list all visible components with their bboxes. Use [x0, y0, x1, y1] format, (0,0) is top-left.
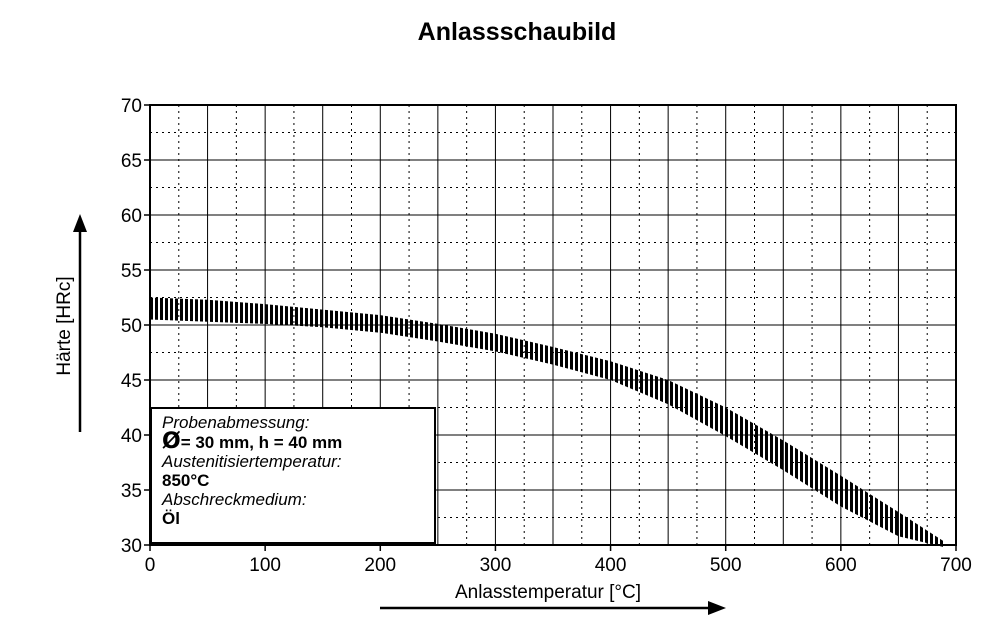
specimen-dimension-label: Probenabmessung: [162, 413, 310, 432]
x-axis-label: Anlasstemperatur [°C] [455, 582, 641, 603]
y-tick-label: 35 [121, 481, 142, 502]
y-axis-arrow-head [73, 214, 87, 232]
y-tick-label: 50 [121, 316, 142, 337]
quench-medium-label: Abschreckmedium: [162, 490, 307, 509]
x-tick-label: 500 [710, 555, 742, 576]
x-tick-label: 300 [480, 555, 512, 576]
quench-medium-value: Öl [162, 509, 180, 528]
x-tick-label: 100 [249, 555, 281, 576]
y-tick-label: 40 [121, 426, 142, 447]
axes [149, 104, 957, 546]
x-tick-label: 200 [364, 555, 396, 576]
specimen-info-box: Probenabmessung: Ø= 30 mm, h = 40 mm Aus… [150, 407, 436, 544]
x-tick-label: 600 [825, 555, 857, 576]
y-tick-label: 65 [121, 151, 142, 172]
y-tick-label: 70 [121, 96, 142, 117]
x-tick-label: 400 [595, 555, 627, 576]
austenitizing-label: Austenitisiertemperatur: [162, 452, 342, 471]
diameter-symbol: Ø [162, 429, 181, 454]
specimen-dimension-text: = 30 mm, h = 40 mm [180, 433, 343, 452]
y-tick-label: 45 [121, 371, 142, 392]
specimen-dimension-value: Ø= 30 mm, h = 40 mm [162, 429, 434, 454]
x-tick-label: 0 [145, 555, 156, 576]
x-axis-arrow-head [708, 601, 726, 615]
y-tick-label: 55 [121, 261, 142, 282]
plot-border [149, 104, 957, 546]
chart-title: Anlassschaubild [417, 18, 617, 46]
austenitizing-value: 850°C [162, 471, 210, 490]
y-tick-label: 30 [121, 536, 142, 557]
y-tick-label: 60 [121, 206, 142, 227]
y-axis-label: Härte [HRc] [54, 276, 75, 375]
x-tick-label: 700 [940, 555, 972, 576]
band-layer [150, 297, 945, 548]
hardness-band [150, 297, 945, 548]
